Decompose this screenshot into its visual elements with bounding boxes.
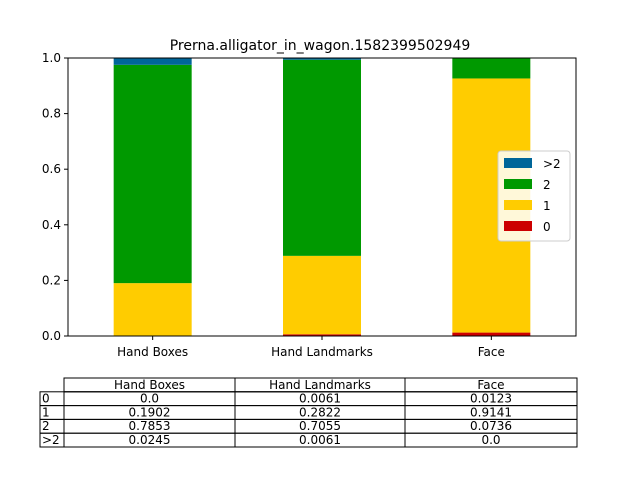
bar-segment-3-series-0 [452,332,531,336]
bar-segment-2-series-0 [283,334,361,336]
table-header-label: Hand Landmarks [269,378,371,392]
legend: >2 2 1 0 [497,150,571,242]
bar-segment-1-series-1 [113,283,192,336]
table-cell-value: 0.0245 [129,433,171,447]
table-cell-value: 0.7853 [129,419,171,433]
y-tick-label: 0.0 [42,329,61,343]
chart-title: Prerna.alligator_in_wagon.1582399502949 [170,38,471,54]
bar-segment-1-series-2 [113,64,192,284]
legend-box [497,150,571,242]
bars-layer [113,58,531,336]
table-cell-value: 0.0 [140,392,159,406]
table-cell-value: 0.2822 [299,405,341,419]
legend-swatch [504,221,532,231]
x-tick-label: Hand Landmarks [271,345,373,359]
bar-segment-2-series-gt2 [283,58,361,60]
legend-swatch [504,200,532,210]
y-tick-label: 0.6 [42,162,61,176]
bar-segment-3-series-2 [452,58,531,79]
table-cell-value: 0.0061 [299,392,341,406]
y-tick-label: 0.4 [42,218,61,232]
table-row-label: >2 [42,433,60,447]
table-cell-value: 0.1902 [129,405,171,419]
bar-segment-1-series-gt2 [113,58,192,65]
legend-swatch [504,179,532,189]
table-cell [404,432,578,448]
legend-entry-label: 2 [543,178,551,192]
table-header-label: Face [477,378,504,392]
table-cell-value: 0.9141 [470,405,512,419]
legend-entry-label: >2 [543,157,561,171]
table-cell-value: 0.7055 [299,419,341,433]
x-tick-label: Face [478,345,505,359]
table-cell-value: 0.0736 [470,419,512,433]
bar-segment-2-series-1 [283,255,361,335]
y-tick-label: 0.2 [42,273,61,287]
table-cell-value: 0.0 [481,433,500,447]
plot-frame [67,57,577,337]
y-tick-label: 1.0 [42,51,61,65]
legend-entry-label: 0 [543,220,551,234]
table-cell-value: 0.0123 [470,392,512,406]
table-row-label: 1 [42,405,50,419]
table-cell-value: 0.0061 [299,433,341,447]
table-row-label: 0 [42,392,50,406]
table-row-label: 2 [42,419,50,433]
legend-entry-label: 1 [543,199,551,213]
axes-layer: Hand Boxes Hand Landmarks Face 0.0 0.2 0.4 0.6… [42,51,577,359]
y-tick-label: 0.8 [42,107,61,121]
bar-segment-2-series-2 [283,59,361,256]
legend-swatch [504,158,532,168]
table-header-label: Hand Boxes [114,378,185,392]
x-tick-label: Hand Boxes [117,345,188,359]
